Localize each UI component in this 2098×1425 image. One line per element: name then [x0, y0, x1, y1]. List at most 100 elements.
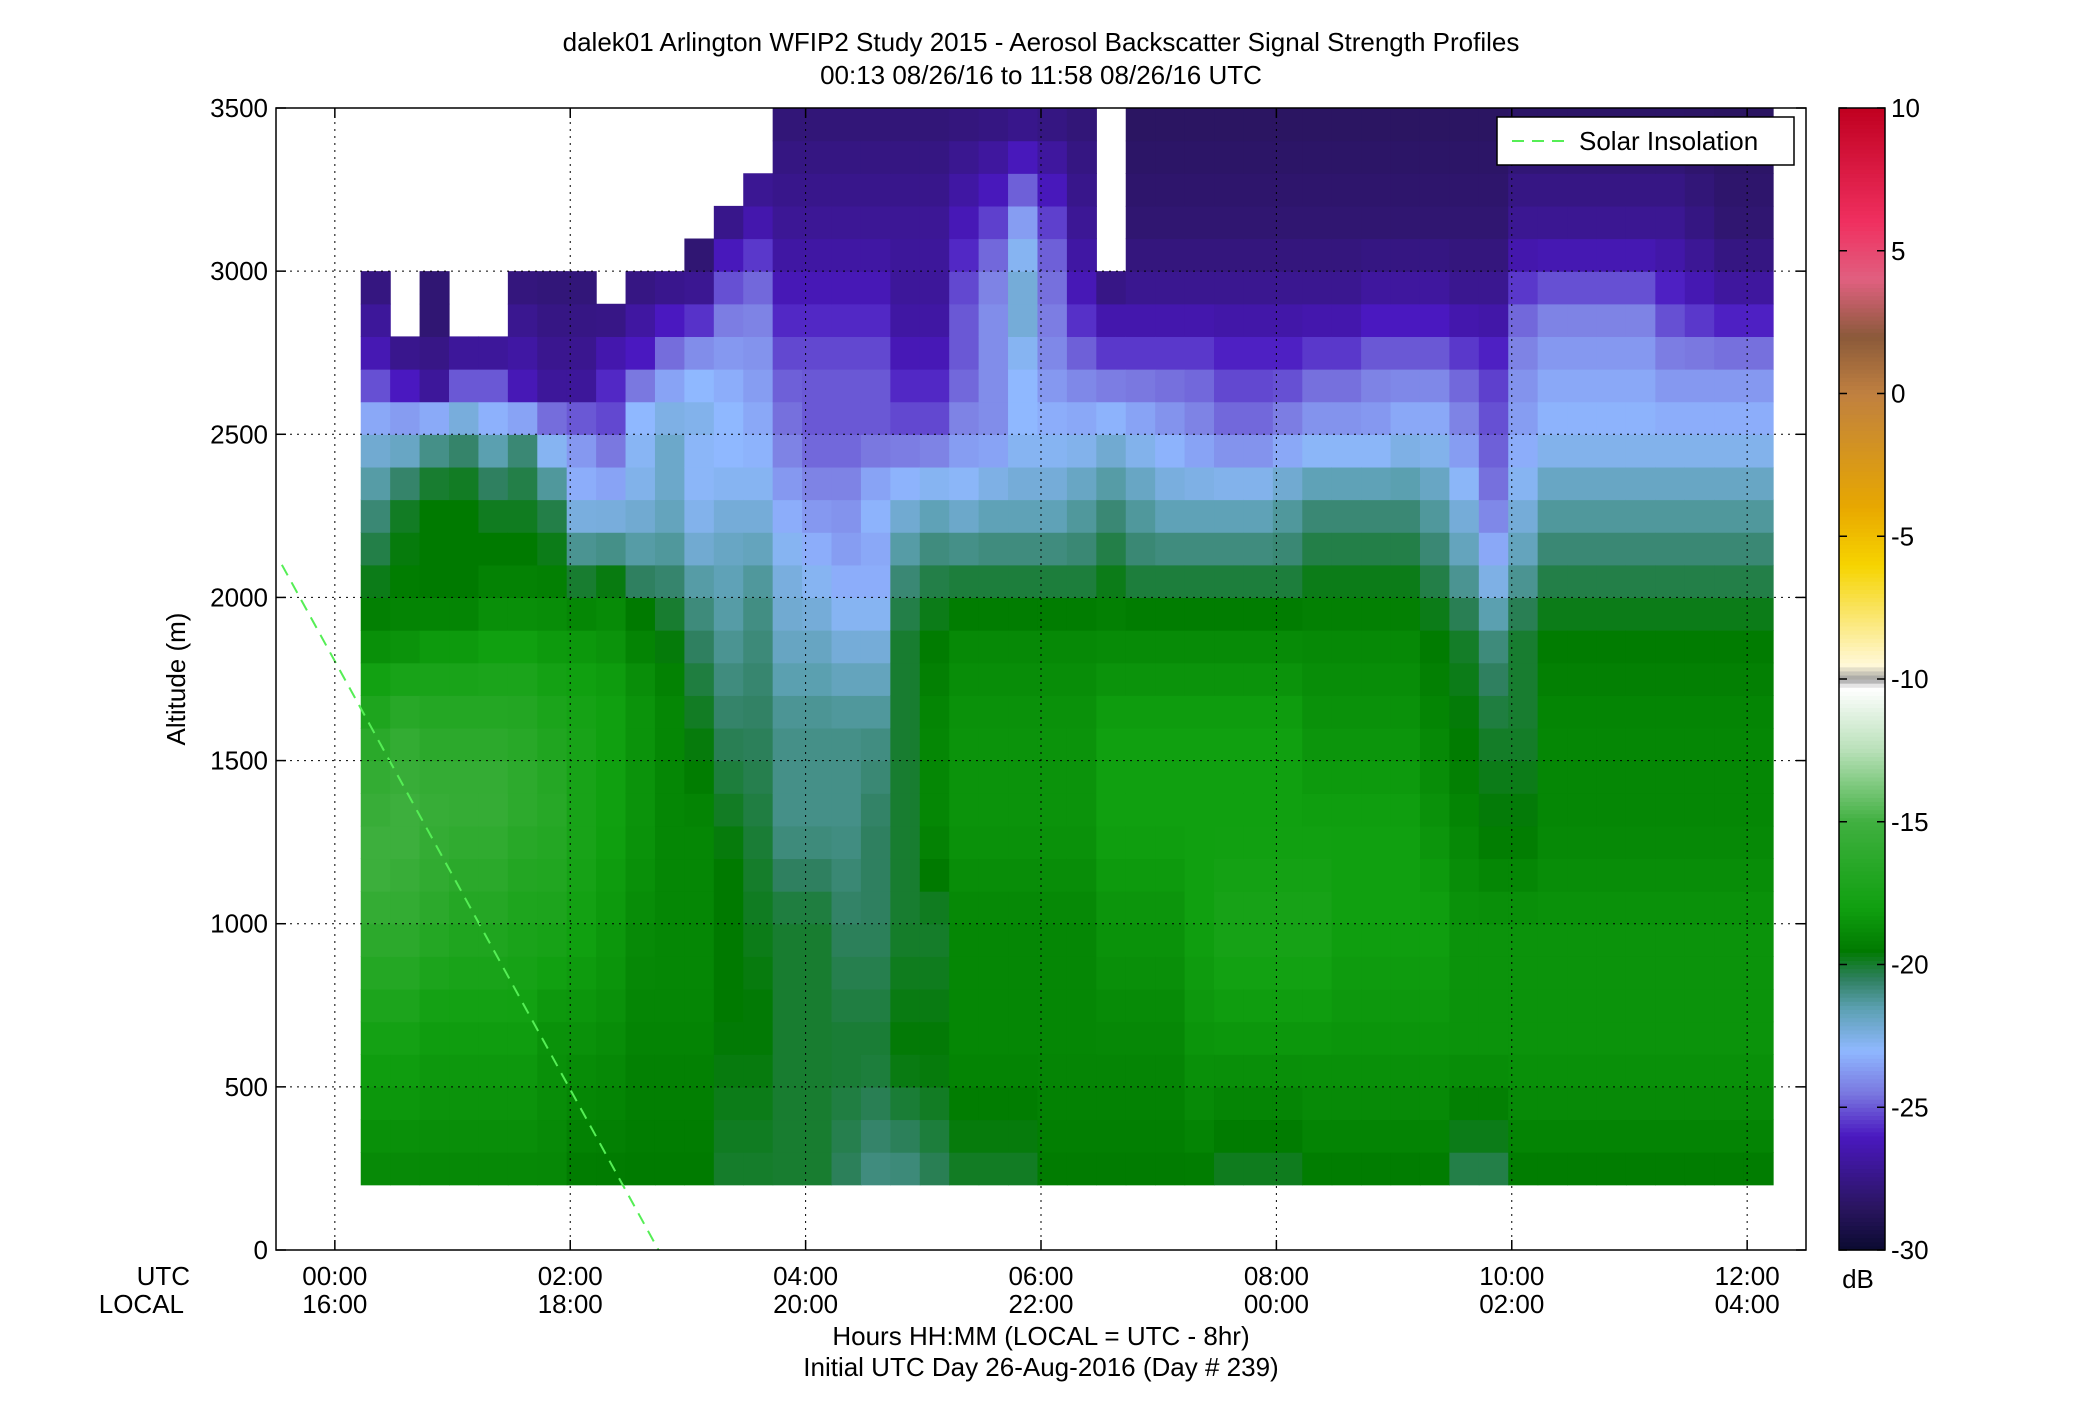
colorbar-segment — [1839, 760, 1885, 766]
heatmap-cell — [1714, 303, 1745, 337]
heatmap-cell — [1596, 564, 1627, 599]
heatmap-cell — [1714, 1021, 1745, 1055]
colorbar-segment — [1839, 470, 1885, 476]
heatmap-cell — [1508, 956, 1539, 990]
heatmap-cell — [1743, 271, 1774, 305]
heatmap-cell — [1714, 205, 1745, 240]
heatmap-cell — [713, 303, 744, 337]
heatmap-cell — [449, 695, 480, 729]
heatmap-cell — [743, 369, 774, 403]
heatmap-cell — [419, 1086, 450, 1121]
colorbar-segment — [1839, 258, 1885, 264]
heatmap-cell — [507, 858, 538, 892]
heatmap-cell — [1008, 173, 1039, 207]
heatmap-cell — [1331, 1086, 1362, 1121]
colorbar-segment — [1839, 887, 1885, 892]
heatmap-cell — [1008, 401, 1039, 435]
heatmap-cell — [566, 923, 597, 957]
heatmap-cell — [1125, 923, 1156, 957]
heatmap-cell — [1655, 825, 1686, 860]
colorbar-segment — [1839, 120, 1885, 125]
heatmap-cell — [772, 238, 803, 272]
heatmap-cell — [1596, 597, 1627, 631]
heatmap-cell — [1272, 271, 1303, 305]
colorbar-segment — [1839, 625, 1885, 631]
heatmap-cell — [1419, 238, 1450, 272]
heatmap-cell — [1243, 988, 1274, 1023]
heatmap-cell — [1037, 401, 1068, 435]
heatmap-cell — [1066, 369, 1097, 403]
heatmap-cell — [1008, 1119, 1039, 1153]
heatmap-cell — [654, 466, 685, 501]
heatmap-cell — [1361, 499, 1392, 533]
heatmap-cell — [449, 564, 480, 599]
heatmap-cell — [1302, 727, 1333, 762]
heatmap-cell — [772, 205, 803, 240]
colorbar-tick-label: -30 — [1891, 1235, 1929, 1265]
heatmap-cell — [1214, 140, 1245, 174]
heatmap-cell — [831, 564, 862, 599]
heatmap-cell — [625, 793, 656, 827]
heatmap-cell — [1302, 434, 1333, 468]
heatmap-cell — [654, 858, 685, 892]
heatmap-cell — [566, 891, 597, 925]
heatmap-cell — [1243, 238, 1274, 272]
heatmap-cell — [1478, 1086, 1509, 1121]
heatmap-cell — [1655, 923, 1686, 957]
colorbar-segment — [1839, 821, 1885, 827]
heatmap-cell — [625, 1086, 656, 1121]
heatmap-cell — [1184, 140, 1215, 174]
heatmap-cell — [802, 793, 833, 827]
colorbar-segment — [1839, 426, 1885, 431]
heatmap-cell — [802, 1021, 833, 1055]
heatmap-cell — [1419, 1086, 1450, 1121]
heatmap-cell — [802, 891, 833, 925]
heatmap-cell — [1743, 466, 1774, 501]
heatmap-cell — [625, 1119, 656, 1153]
heatmap-cell — [1596, 1021, 1627, 1055]
heatmap-cell — [654, 727, 685, 762]
heatmap-cell — [537, 336, 568, 370]
heatmap-cell — [1449, 1119, 1480, 1153]
heatmap-cell — [1537, 956, 1568, 990]
heatmap-cell — [802, 727, 833, 762]
colorbar-segment — [1839, 1123, 1885, 1129]
heatmap-cell — [654, 1119, 685, 1153]
heatmap-cell — [419, 369, 450, 403]
heatmap-cell — [1037, 108, 1068, 142]
heatmap-cell — [802, 369, 833, 403]
heatmap-cell — [1008, 1086, 1039, 1121]
heatmap-cell — [625, 630, 656, 664]
heatmap-cell — [625, 564, 656, 599]
heatmap-cell — [1743, 858, 1774, 892]
heatmap-cell — [566, 858, 597, 892]
heatmap-cell — [860, 140, 891, 174]
heatmap-cell — [1155, 369, 1186, 403]
colorbar-segment — [1839, 1054, 1885, 1059]
heatmap-cell — [860, 662, 891, 696]
heatmap-cell — [360, 695, 391, 729]
heatmap-cell — [1537, 727, 1568, 762]
heatmap-cell — [1066, 336, 1097, 370]
heatmap-cell — [860, 695, 891, 729]
colorbar-segment — [1839, 1041, 1885, 1047]
heatmap-cell — [684, 891, 715, 925]
colorbar-segment — [1839, 756, 1885, 762]
heatmap-cell — [596, 336, 627, 370]
heatmap-cell — [1243, 1086, 1274, 1121]
colorbar-segment — [1839, 405, 1885, 411]
heatmap-cell — [625, 1152, 656, 1186]
heatmap-cell — [654, 532, 685, 566]
colorbar-segment — [1839, 112, 1885, 117]
colorbar-segment — [1839, 177, 1885, 183]
heatmap-cell — [860, 434, 891, 468]
heatmap-cell — [772, 858, 803, 892]
heatmap-cell — [831, 727, 862, 762]
heatmap-cell — [713, 923, 744, 957]
heatmap-cell — [1655, 662, 1686, 696]
heatmap-cell — [625, 1054, 656, 1088]
heatmap-cell — [831, 401, 862, 435]
heatmap-cell — [1390, 466, 1421, 501]
heatmap-cell — [919, 532, 950, 566]
heatmap-cell — [978, 988, 1009, 1023]
